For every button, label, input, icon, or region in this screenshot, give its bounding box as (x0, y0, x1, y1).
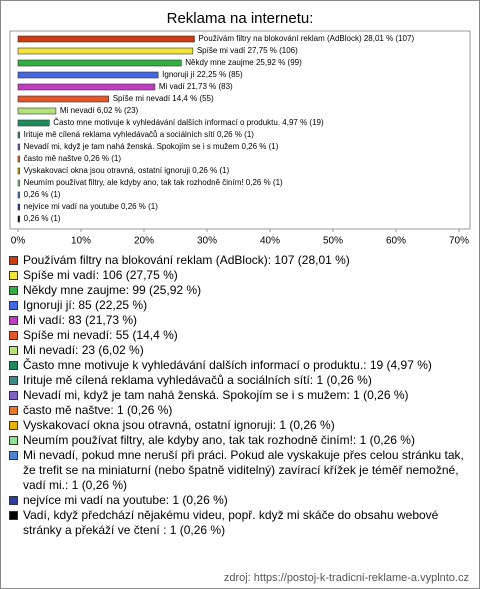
x-tick-label: 20% (134, 236, 154, 247)
value-label: Neumím používat filtry, ale kdyby ano, t… (24, 178, 283, 187)
legend-item: Vadí, když předchází nějakému videu, pop… (9, 508, 464, 538)
x-tick-label: 60% (386, 236, 406, 247)
bar (17, 95, 110, 103)
legend-item: Často mne motivuje k vyhledávání dalších… (9, 358, 464, 373)
legend-label: Vadí, když předchází nějakému videu, pop… (23, 508, 439, 537)
plot-frame (9, 30, 471, 230)
legend-item: Mi nevadí, pokud mne neruší při práci. P… (9, 448, 464, 493)
legend-swatch (9, 316, 18, 325)
legend-swatch (9, 271, 18, 280)
bar (17, 107, 57, 115)
legend-item: Používám filtry na blokování reklam (AdB… (9, 253, 464, 268)
bar (17, 119, 50, 127)
value-label: Irituje mě cílená reklama vyhledávačů a … (24, 130, 255, 139)
bar (17, 83, 156, 91)
legend-label: Ignoruji jí: 85 (22,25 %) (23, 298, 148, 312)
legend-item: Vyskakovací okna jsou otravná, ostatní i… (9, 418, 464, 433)
legend-swatch (9, 361, 18, 370)
value-label: Mi vadí 21,73 % (83) (159, 82, 233, 91)
legend-swatch (9, 421, 18, 430)
bar (17, 143, 20, 151)
x-tick-label: 0% (11, 236, 26, 247)
legend-item: Ignoruji jí: 85 (22,25 %) (9, 298, 464, 313)
value-label: nejvíce mi vadí na youtube 0,26 % (1) (24, 202, 159, 211)
value-label: často mě naštve 0,26 % (1) (24, 154, 122, 163)
x-tick-label: 50% (323, 236, 343, 247)
legend-swatch (9, 346, 18, 355)
value-label: Ignoruji jí 22,25 % (85) (162, 70, 243, 79)
legend-item: Spíše mi vadí: 106 (27,75 %) (9, 268, 464, 283)
bar (17, 131, 20, 139)
chart-title: Reklama na internetu: (167, 10, 314, 27)
legend-label: Používám filtry na blokování reklam (AdB… (23, 253, 350, 267)
bar (17, 155, 20, 163)
legend-swatch (9, 451, 18, 460)
legend-swatch (9, 496, 18, 505)
legend-swatch (9, 256, 18, 265)
legend-label: nejvíce mi vadí na youtube: 1 (0,26 %) (23, 493, 228, 507)
value-label: Používám filtry na blokování reklam (AdB… (198, 34, 414, 43)
value-label: Spíše mi nevadí 14,4 % (55) (113, 94, 214, 103)
x-tick-label: 10% (71, 236, 91, 247)
value-label: Nevadí mi, když je tam nahá ženská. Spok… (24, 142, 279, 151)
value-label: Spíše mi vadí 27,75 % (106) (197, 46, 298, 55)
legend-swatch (9, 301, 18, 310)
legend-label: Mi nevadí, pokud mne neruší při práci. P… (23, 448, 464, 492)
value-label: Často mne motivuje k vyhledávání dalších… (53, 118, 324, 127)
legend-label: Vyskakovací okna jsou otravná, ostatní i… (23, 418, 335, 432)
legend-label: Irituje mě cílená reklama vyhledávačů a … (23, 373, 372, 387)
bar (17, 35, 195, 43)
value-label: Někdy mne zaujme 25,92 % (99) (185, 58, 302, 67)
legend-item: Neumím používat filtry, ale kdyby ano, t… (9, 433, 464, 448)
bar (17, 47, 194, 55)
legend-label: často mě naštve: 1 (0,26 %) (23, 403, 173, 417)
chart: Reklama na internetu: 0% 10% 20% 30% 40% 50% 6… (9, 10, 471, 247)
legend-swatch (9, 391, 18, 400)
legend-swatch (9, 436, 18, 445)
legend-item: Irituje mě cílená reklama vyhledávačů a … (9, 373, 464, 388)
bar (17, 167, 20, 175)
legend-label: Neumím používat filtry, ale kdyby ano, t… (23, 433, 415, 447)
legend-swatch (9, 376, 18, 385)
x-tick-label: 70% (449, 236, 469, 247)
source: zdroj: https://postoj-k-tradicni-reklame… (223, 572, 469, 584)
legend-label: Spíše mi nevadí: 55 (14,4 %) (23, 328, 178, 342)
value-label: Vyskakovací okna jsou otravná, ostatní i… (24, 166, 230, 175)
legend-label: Mi vadí: 83 (21,73 %) (23, 313, 138, 327)
bar (17, 59, 182, 67)
legend-swatch (9, 511, 18, 520)
legend-label: Spíše mi vadí: 106 (27,75 %) (23, 268, 178, 282)
legend-item: Někdy mne zaujme: 99 (25,92 %) (9, 283, 464, 298)
legend-item: často mě naštve: 1 (0,26 %) (9, 403, 464, 418)
value-label: Mi nevadí 6,02 % (23) (60, 106, 139, 115)
bar (17, 179, 20, 187)
legend-label: Někdy mne zaujme: 99 (25,92 %) (23, 283, 202, 297)
legend: Používám filtry na blokování reklam (AdB… (9, 253, 464, 538)
legend-item: nejvíce mi vadí na youtube: 1 (0,26 %) (9, 493, 464, 508)
value-label: 0,26 % (1) (24, 190, 61, 199)
bar (17, 215, 20, 223)
x-tick-label: 30% (197, 236, 217, 247)
legend-item: Nevadí mi, když je tam nahá ženská. Spok… (9, 388, 464, 403)
legend-item: Spíše mi nevadí: 55 (14,4 %) (9, 328, 464, 343)
bar (17, 191, 20, 199)
legend-item: Mi vadí: 83 (21,73 %) (9, 313, 464, 328)
legend-swatch (9, 406, 18, 415)
legend-label: Často mne motivuje k vyhledávání dalších… (23, 358, 432, 372)
legend-label: Mi nevadí: 23 (6,02 %) (23, 343, 144, 357)
legend-swatch (9, 286, 18, 295)
bar (17, 71, 159, 79)
bar (17, 203, 20, 211)
x-tick-label: 40% (260, 236, 280, 247)
legend-label: Nevadí mi, když je tam nahá ženská. Spok… (23, 388, 409, 402)
value-label: 0,26 % (1) (24, 214, 61, 223)
legend-item: Mi nevadí: 23 (6,02 %) (9, 343, 464, 358)
legend-swatch (9, 331, 18, 340)
